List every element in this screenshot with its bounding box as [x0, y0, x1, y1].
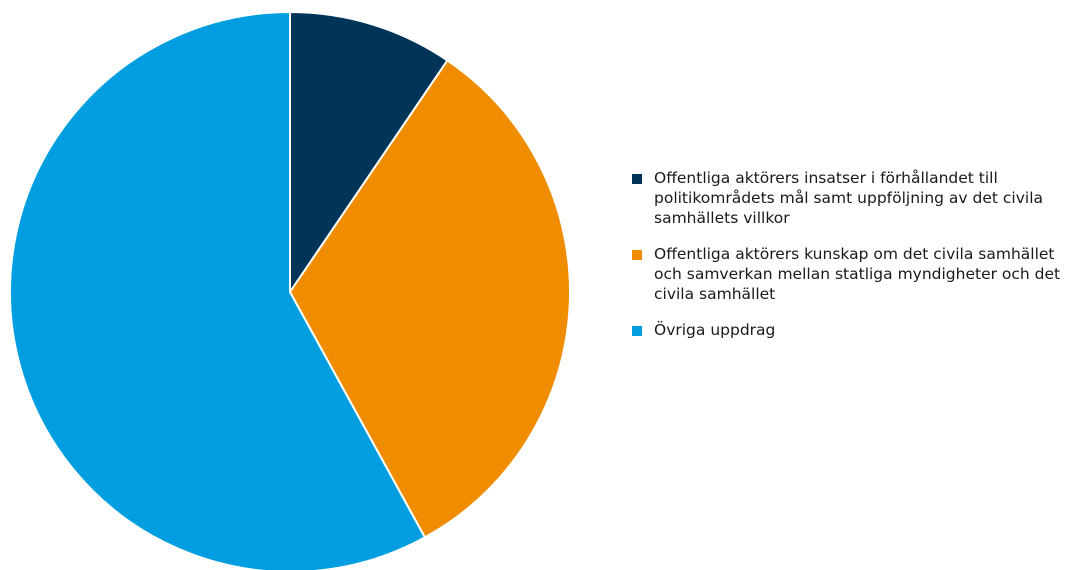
legend-swatch [632, 250, 642, 260]
legend-item-public-actors-efforts: Offentliga aktörers insatser i förhållan… [632, 168, 1062, 228]
pie-slices [9, 11, 571, 570]
pie-slice-other-assignments [9, 11, 426, 570]
legend-label: Övriga uppdrag [654, 321, 776, 339]
legend-label: Offentliga aktörers insatser i förhållan… [654, 169, 1044, 227]
legend-swatch [632, 174, 642, 184]
pie-chart [9, 11, 571, 570]
legend-label: Offentliga aktörers kunskap om det civil… [654, 245, 1061, 303]
legend-item-other-assignments: Övriga uppdrag [632, 320, 1062, 340]
legend: Offentliga aktörers insatser i förhållan… [632, 168, 1062, 356]
legend-item-public-actors-knowledge: Offentliga aktörers kunskap om det civil… [632, 244, 1062, 304]
legend-swatch [632, 326, 642, 336]
pie-slice-public-actors-efforts [289, 11, 449, 293]
